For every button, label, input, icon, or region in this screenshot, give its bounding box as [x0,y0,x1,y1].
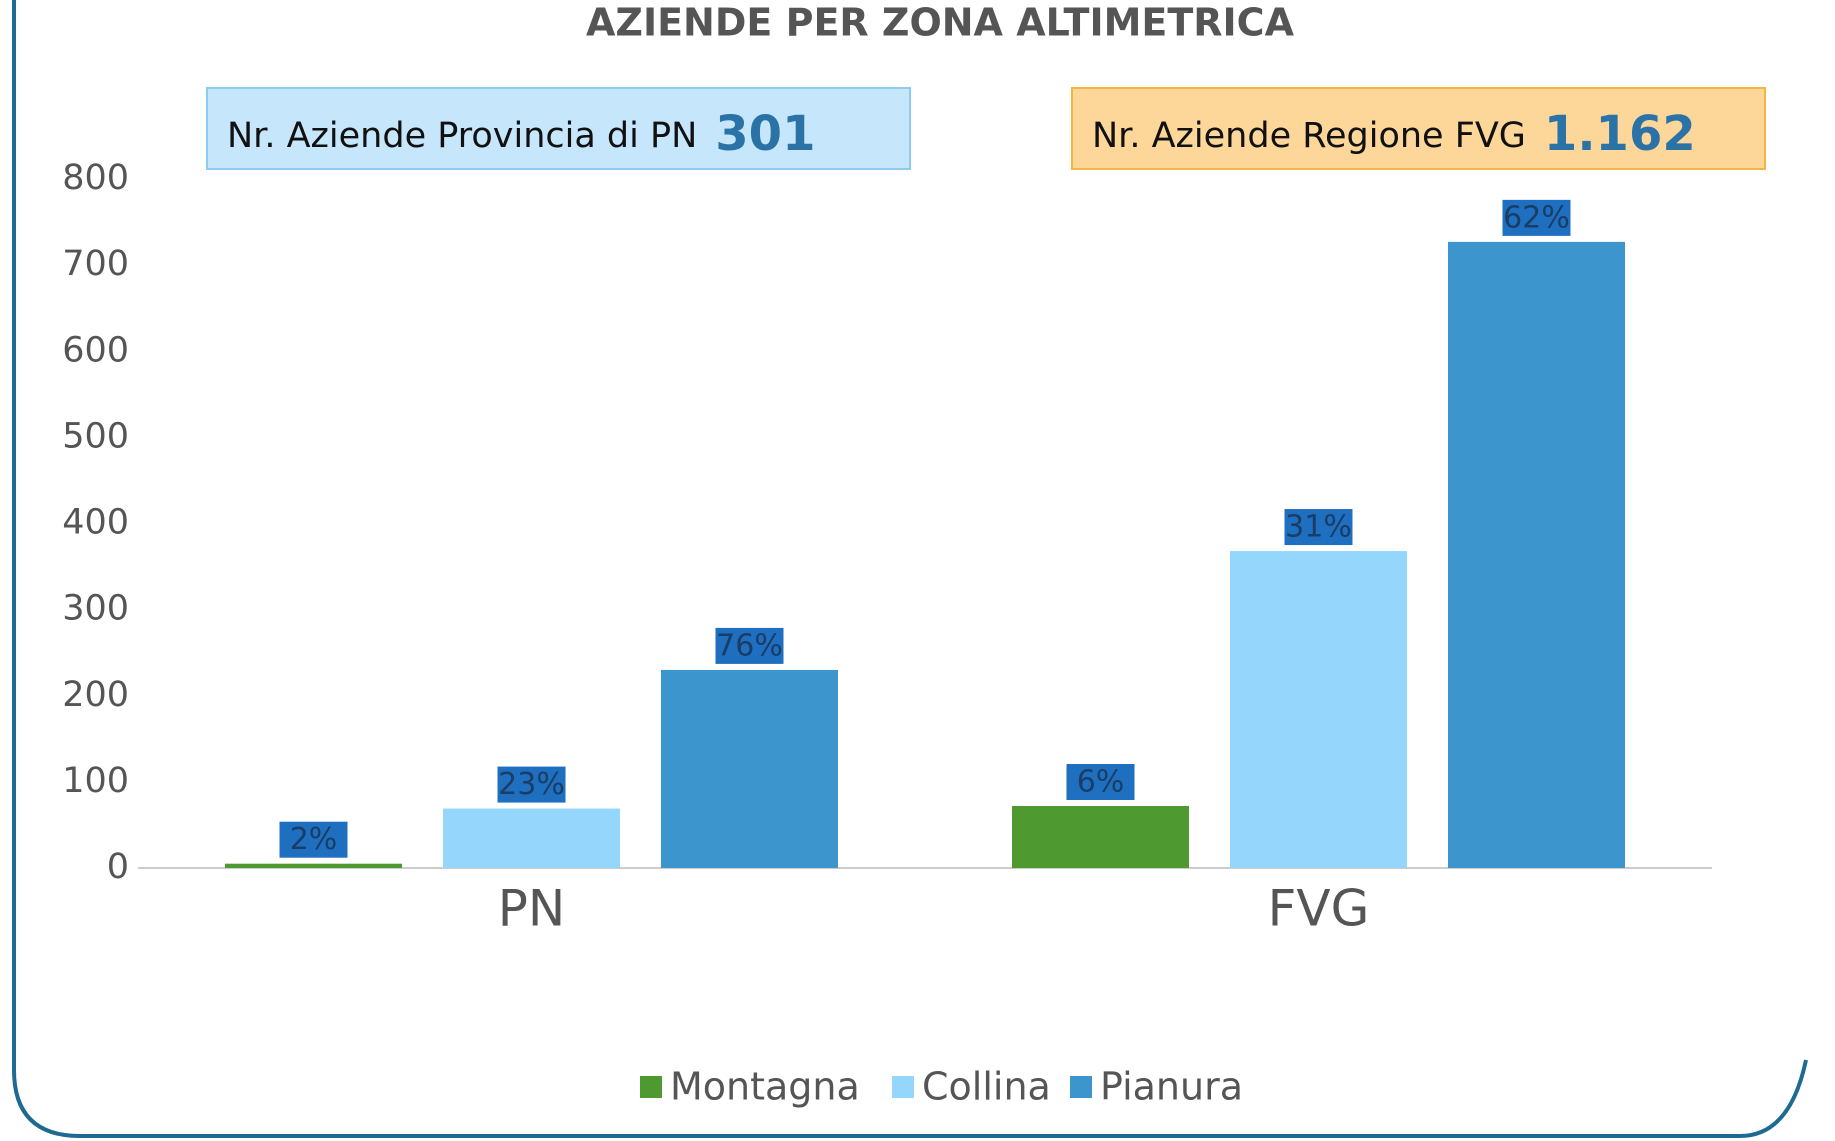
bar [1012,805,1189,868]
legend-swatch [640,1076,662,1098]
y-tick-label: 600 [62,330,129,370]
label-box [1502,199,1571,236]
info-text: Nr. Aziende Regione FVG 1.162 [1092,106,1696,162]
bar [661,669,838,868]
legend-label: Collina [922,1065,1051,1109]
x-tick-label: PN [498,880,566,938]
data-label: 62% [1503,200,1570,235]
bar [1230,551,1407,868]
info-label: Nr. Aziende Provincia di PN [227,116,697,156]
data-label: 76% [716,628,783,663]
y-tick-label: 400 [62,503,129,543]
chart-title: AZIENDE PER ZONA ALTIMETRICA [586,1,1295,45]
y-tick-label: 100 [62,761,129,801]
legend-swatch [1070,1076,1092,1098]
frame [12,0,1808,1138]
bar [443,808,620,868]
info-box [206,87,911,170]
label-box [279,821,348,858]
legend-label: Montagna [670,1065,860,1109]
info-label: Nr. Aziende Regione FVG [1092,116,1526,156]
legend-swatch [892,1076,914,1098]
data-label: 31% [1285,510,1352,545]
legend-label: Pianura [1100,1065,1243,1109]
y-tick-label: 500 [62,416,129,456]
y-tick-label: 700 [62,244,129,284]
info-figure: 301 [715,106,815,162]
data-label: 2% [290,822,338,857]
x-tick-label: FVG [1268,880,1370,938]
y-tick-label: 800 [62,158,129,198]
y-tick-label: 300 [62,589,129,629]
bar [1448,241,1625,869]
bar [225,863,402,868]
label-box [715,627,784,664]
data-label: 23% [498,767,565,802]
info-figure: 1.162 [1544,106,1696,162]
label-box [1066,763,1135,800]
info-text: Nr. Aziende Provincia di PN 301 [227,106,815,162]
label-box [1284,509,1353,546]
y-tick-label: 0 [107,847,129,887]
info-box [1071,87,1766,170]
data-label: 6% [1077,764,1125,799]
y-tick-label: 200 [62,675,129,715]
label-box [497,766,566,803]
